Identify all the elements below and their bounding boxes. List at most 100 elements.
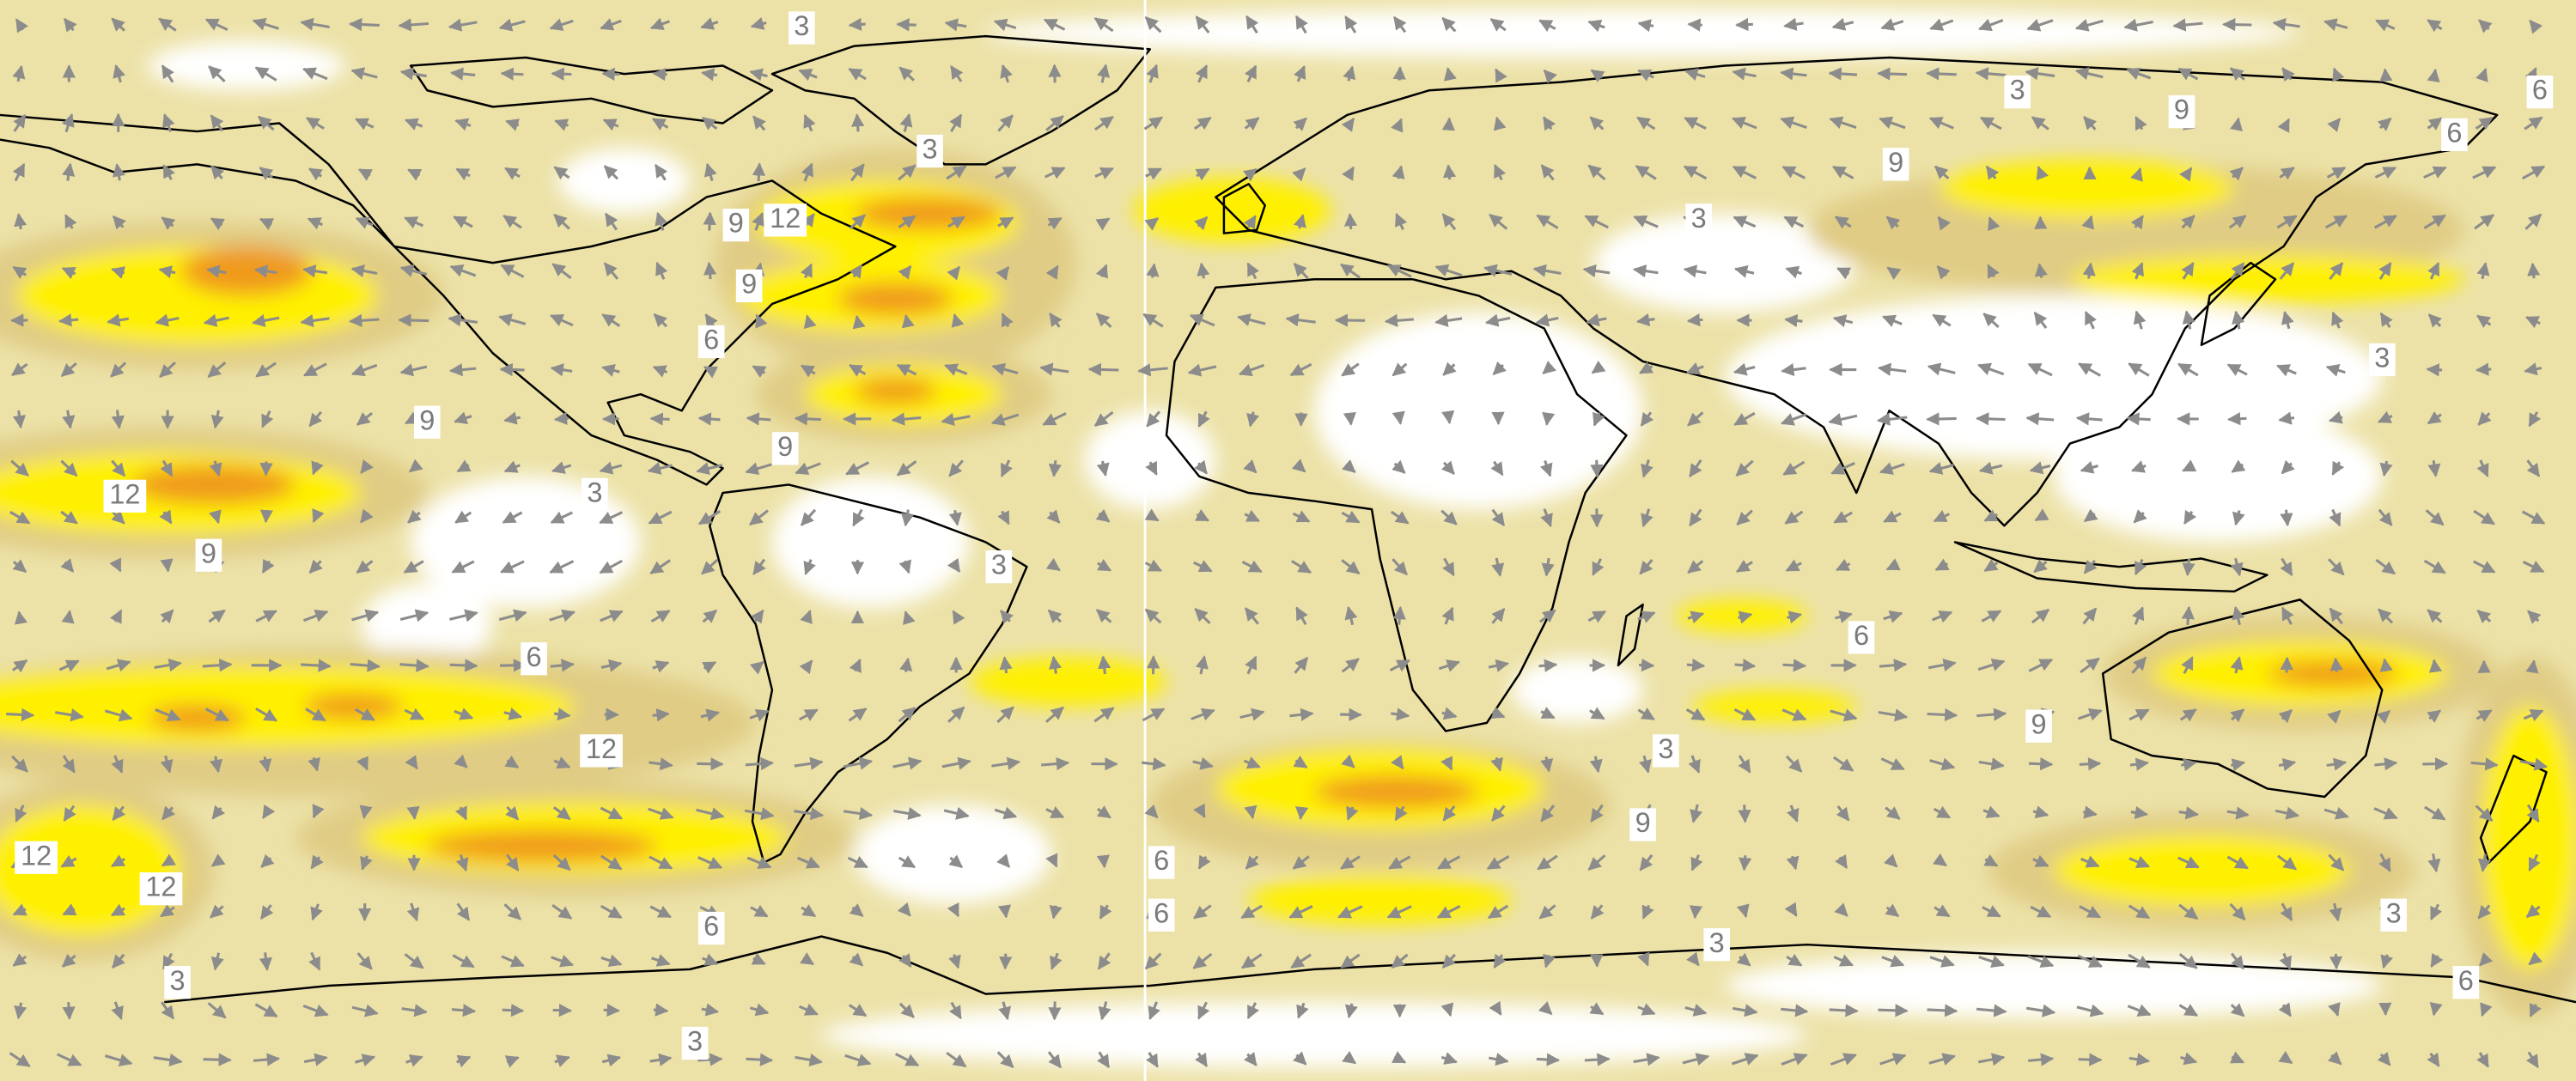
- wind-arrow: [1929, 18, 1954, 31]
- wind-arrow: [1829, 1004, 1859, 1017]
- label-box: [2526, 76, 2554, 109]
- wind-arrow: [2133, 310, 2147, 330]
- wind-arrow: [997, 216, 1014, 229]
- wind-arrow: [1442, 361, 1457, 376]
- wind-arrow: [1441, 606, 1454, 625]
- wind-arrow: [2427, 19, 2443, 33]
- wind-arrow: [1392, 410, 1405, 425]
- wind-arrow: [63, 17, 77, 33]
- wind-arrow: [106, 659, 131, 672]
- contour-label: 9: [1888, 147, 1903, 178]
- speed-shade: [2053, 834, 2350, 908]
- wind-arrow: [1829, 116, 1857, 130]
- wind-arrow: [2025, 412, 2055, 426]
- wind-arrow: [1783, 17, 1804, 31]
- label-box: [139, 872, 183, 906]
- wind-arrow: [599, 511, 624, 525]
- wind-arrow: [2379, 658, 2393, 672]
- wind-arrow: [1836, 267, 1852, 280]
- wind-arrow: [1540, 164, 1555, 181]
- wind-arrow: [1441, 707, 1458, 720]
- wind-arrow: [259, 904, 274, 920]
- wind-arrow: [1542, 116, 1556, 131]
- contour-label: 3: [923, 134, 938, 165]
- wind-arrow: [947, 706, 965, 723]
- wind-arrow: [2029, 461, 2051, 475]
- wind-arrow: [898, 707, 917, 723]
- wind-arrow: [1145, 460, 1158, 476]
- contour-label: 12: [145, 871, 176, 902]
- speed-shade: [427, 829, 658, 863]
- wind-arrow: [1490, 706, 1506, 720]
- wind-arrow: [1041, 756, 1070, 771]
- wind-arrow: [452, 954, 475, 969]
- wind-arrow: [1144, 217, 1160, 231]
- wind-arrow: [847, 855, 868, 869]
- wind-arrow: [2132, 606, 2145, 625]
- wind-arrow: [1731, 1053, 1759, 1066]
- wind-arrow: [1045, 853, 1058, 868]
- wind-arrow: [1047, 1051, 1063, 1069]
- contour-labels: 3 3 9 12 9 6 9 12 9 3 9 3 6 12 12 12 6 3…: [15, 10, 2554, 1060]
- wind-arrow: [2027, 362, 2053, 377]
- wind-arrow: [1834, 902, 1848, 917]
- wind-arrow: [60, 510, 78, 525]
- wind-arrow: [1928, 1053, 1957, 1066]
- wind-arrow: [1733, 411, 1756, 426]
- wind-arrow: [844, 1054, 872, 1066]
- south-america: [709, 483, 1028, 864]
- wind-arrow: [1687, 610, 1705, 624]
- wind-arrow: [2525, 1051, 2539, 1069]
- wind-arrow: [1831, 17, 1854, 31]
- wind-arrow: [1736, 559, 1753, 573]
- wind-arrow: [1490, 460, 1504, 477]
- wind-arrow: [947, 557, 961, 573]
- wind-arrow: [158, 265, 176, 279]
- wind-arrow: [1785, 265, 1802, 279]
- wind-arrow: [852, 314, 866, 330]
- wind-arrow: [1491, 608, 1506, 624]
- wind-arrow: [1049, 313, 1063, 328]
- wind-arrow: [1243, 459, 1258, 474]
- wind-arrow: [1683, 165, 1708, 180]
- wind-arrow: [1095, 508, 1111, 523]
- wind-arrow: [849, 264, 863, 279]
- wind-arrow: [2374, 166, 2397, 179]
- wind-arrow: [2478, 19, 2493, 33]
- wind-arrow: [1296, 1002, 1309, 1019]
- wind-arrow: [1532, 264, 1562, 277]
- wind-arrow: [1244, 607, 1259, 625]
- speed-shade: [2481, 706, 2576, 969]
- wind-arrow: [702, 609, 718, 623]
- contour-label: 6: [1154, 845, 1169, 876]
- wind-arrow: [448, 18, 478, 32]
- wind-arrow: [603, 165, 619, 180]
- wind-arrow: [1538, 19, 1556, 33]
- wind-arrow: [948, 854, 964, 869]
- wind-arrow: [795, 462, 821, 476]
- wind-arrow: [1441, 953, 1457, 969]
- wind-arrow: [1440, 509, 1458, 525]
- speed-shade: [148, 704, 247, 732]
- wind-arrow: [1780, 413, 1807, 426]
- wind-arrow: [652, 68, 667, 82]
- wind-arrow: [60, 361, 77, 378]
- wind-arrow: [946, 1051, 967, 1068]
- wind-arrow: [454, 510, 472, 524]
- wind-arrow: [2373, 215, 2397, 229]
- wind-arrow: [1733, 1004, 1758, 1017]
- wind-arrow: [549, 609, 576, 622]
- wind-arrow: [1441, 117, 1455, 131]
- wind-arrow: [2328, 1002, 2341, 1017]
- wind-arrow: [2179, 708, 2197, 722]
- wind-arrow: [254, 66, 277, 82]
- wind-arrow: [946, 165, 967, 180]
- wind-arrow: [1047, 609, 1063, 623]
- wind-arrow: [2178, 903, 2199, 920]
- wind-arrow: [11, 755, 28, 773]
- wind-arrow: [2079, 757, 2102, 771]
- speed-shade: [854, 197, 1002, 230]
- wind-arrow: [1392, 165, 1405, 179]
- wind-arrow: [1097, 64, 1111, 83]
